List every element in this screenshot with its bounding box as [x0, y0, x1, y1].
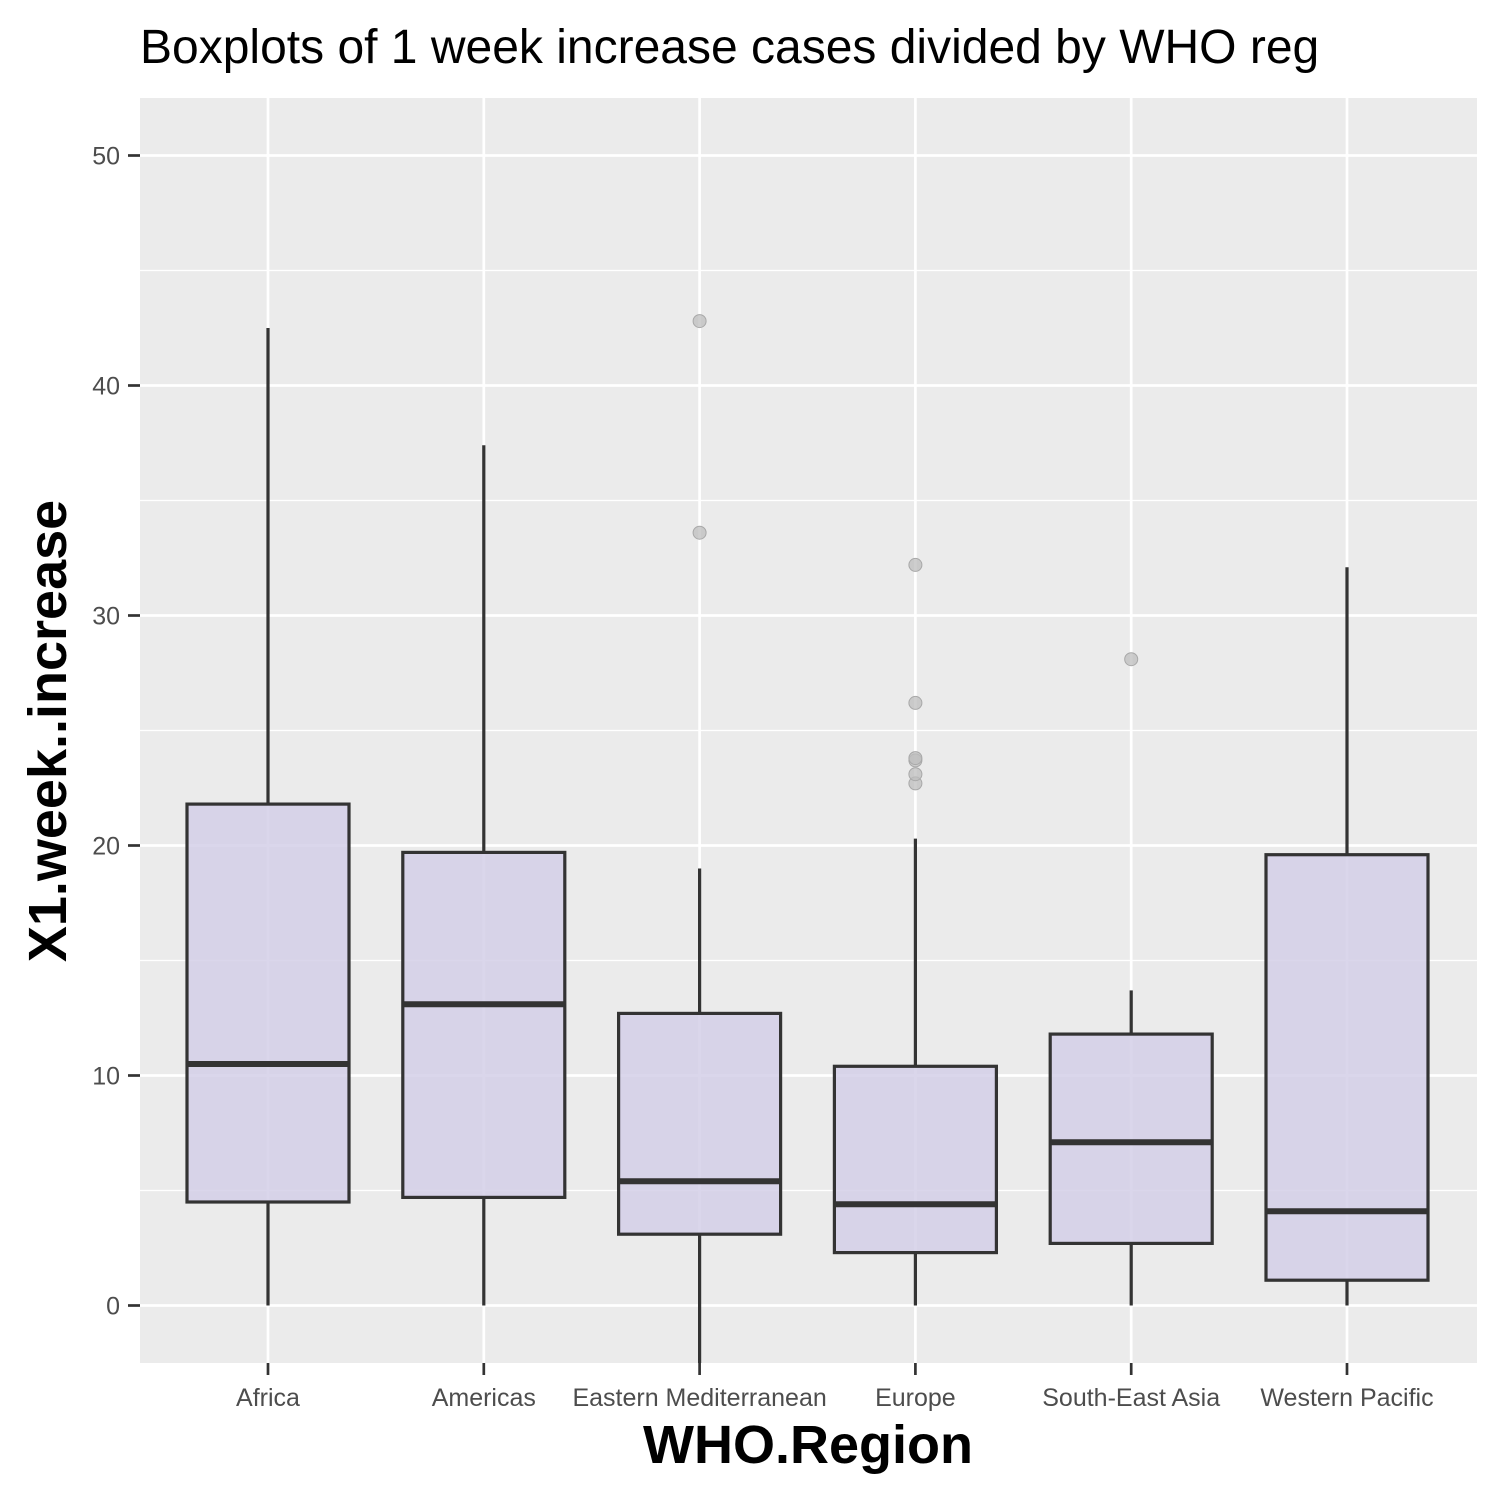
- x-tick-label: Eastern Mediterranean: [572, 1384, 826, 1412]
- box-south-east-asia: [1048, 652, 1214, 1306]
- iqr-box: [401, 850, 567, 1200]
- x-tick-label: South-East Asia: [1042, 1384, 1220, 1412]
- y-tick-label: 40: [92, 373, 120, 401]
- y-tick-label: 20: [92, 833, 120, 861]
- y-tick-label: 10: [92, 1063, 120, 1091]
- outlier-point: [908, 695, 923, 710]
- box-eastern-mediterranean: [616, 314, 783, 1363]
- box-europe: [832, 557, 999, 1306]
- x-axis-title: WHO.Region: [643, 1415, 973, 1475]
- y-tick-label: 30: [92, 603, 120, 631]
- chart-title: Boxplots of 1 week increase cases divide…: [140, 21, 1319, 74]
- iqr-box: [1048, 1032, 1214, 1245]
- outlier-point: [692, 525, 707, 540]
- outlier-point: [692, 314, 707, 329]
- iqr-box: [185, 802, 351, 1204]
- y-axis: 0 10 20 30 40 50: [92, 143, 140, 1321]
- x-axis: Africa Americas Eastern Mediterranean Europ…: [236, 1363, 1434, 1412]
- boxes: [185, 314, 1430, 1363]
- x-tick-label: Western Pacific: [1260, 1384, 1433, 1412]
- outlier-point: [1124, 652, 1139, 667]
- grid-lines: [140, 98, 1477, 1363]
- iqr-box: [1264, 853, 1430, 1282]
- iqr-box: [616, 1011, 783, 1236]
- x-tick-label: Europe: [875, 1384, 956, 1412]
- outlier-point: [908, 557, 923, 572]
- outlier-point: [908, 751, 923, 766]
- x-tick-label: Africa: [236, 1384, 300, 1412]
- box-africa: [185, 328, 351, 1306]
- box-western-pacific: [1264, 567, 1430, 1306]
- box-americas: [401, 445, 567, 1306]
- outlier-point: [908, 767, 923, 782]
- y-axis-title: X1.week..increase: [18, 500, 78, 962]
- x-tick-label: Americas: [432, 1384, 536, 1412]
- y-tick-label: 50: [92, 143, 120, 171]
- y-tick-label: 0: [106, 1293, 120, 1321]
- iqr-box: [832, 1064, 999, 1255]
